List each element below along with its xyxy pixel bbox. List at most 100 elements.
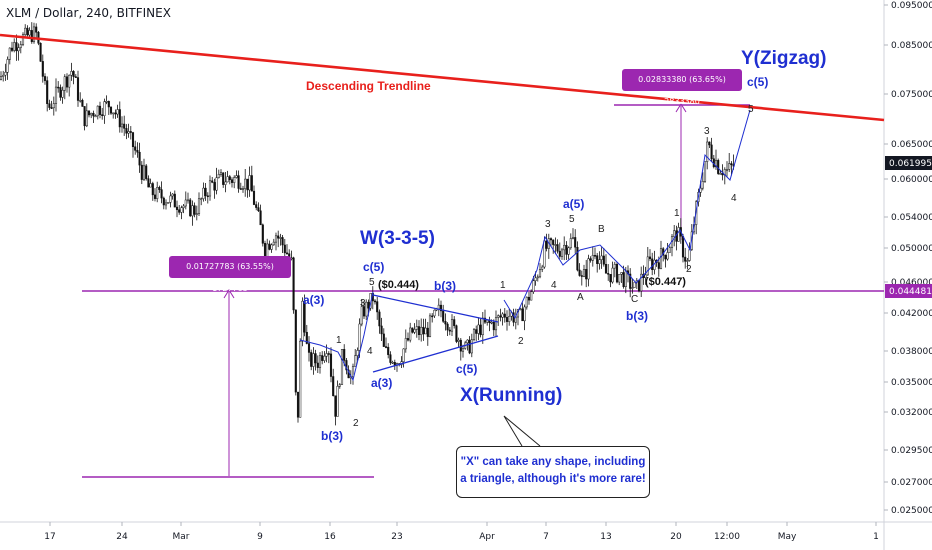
price-tick-label: 0.04600000 (891, 278, 932, 288)
price-tick-label: 0.05000000 (891, 244, 932, 254)
candle (76, 70, 80, 107)
callout-text-line-1: "X" can take any shape, including (460, 456, 646, 468)
candle (382, 328, 385, 347)
candle (530, 289, 533, 301)
big-wave-label: X(Running) (460, 385, 562, 406)
candle (4, 63, 7, 81)
candle (314, 349, 317, 371)
time-tick-label: 23 (391, 532, 402, 542)
candlestick-series[interactable] (0, 22, 735, 426)
candle (477, 317, 480, 341)
wave-sketch-y[interactable] (503, 109, 751, 320)
candle (186, 192, 190, 204)
candle (13, 38, 16, 53)
candle (574, 229, 577, 254)
candle (112, 112, 115, 119)
wave-label-count: 1 (336, 335, 342, 346)
descending-trendline[interactable] (0, 33, 885, 122)
candle (600, 247, 603, 269)
candle (83, 106, 86, 131)
wave-label-count: 5 (369, 277, 375, 288)
candle (145, 164, 148, 181)
candle (195, 205, 198, 221)
candle (424, 318, 427, 335)
time-tick-label: 12:00 (714, 532, 740, 542)
candle (457, 337, 460, 347)
triangle-upper-line[interactable] (372, 294, 499, 323)
wave-label-count: 4 (551, 280, 557, 291)
wave-label-blue: a(3) (303, 293, 324, 307)
candle (651, 252, 654, 276)
candle (444, 313, 447, 331)
big-wave-label: Y(Zigzag) (741, 48, 827, 69)
candle (26, 25, 29, 37)
candle (206, 192, 209, 204)
candle (283, 238, 286, 258)
candle (15, 34, 18, 61)
candle (360, 299, 363, 327)
candle (57, 81, 60, 93)
candle (74, 74, 77, 78)
price-tick-label: 0.03500000 (891, 378, 932, 388)
current-price-label: 0.06199500 (889, 159, 932, 169)
candle (17, 43, 20, 61)
candle (571, 228, 575, 240)
chart-title: XLM / Dollar, 240, BITFINEX (6, 6, 171, 20)
price-tick-label: 0.06000000 (891, 175, 932, 185)
candle (527, 291, 531, 305)
candle (252, 185, 256, 206)
wave-label-count: 5 (569, 214, 575, 225)
candle (587, 254, 590, 287)
candle (158, 185, 161, 193)
candle (622, 265, 625, 289)
candle (607, 264, 610, 281)
candle (578, 263, 581, 277)
price-axis[interactable]: 0.09500000 0.08500000 0.07500000 0.06500000… (884, 1, 932, 516)
candle (32, 22, 36, 44)
price-tick-label: 0.04200000 (891, 309, 932, 319)
candle (334, 395, 337, 426)
candle (237, 170, 240, 193)
candle (299, 338, 302, 418)
measure-right-label[interactable]: 0.02833380 (63.65%) 2833380 (622, 69, 742, 106)
candle (226, 170, 229, 183)
candle (101, 107, 104, 120)
candle (8, 47, 11, 65)
candle (631, 278, 634, 294)
wave-label-blue: b(3) (434, 279, 456, 293)
price-tick-label: 0.03200000 (891, 408, 932, 418)
triangle-lower-line[interactable] (372, 335, 499, 373)
candle (659, 240, 663, 270)
candle (292, 256, 295, 314)
wave-label-count: 1 (674, 208, 680, 219)
candle (228, 174, 231, 185)
candle (312, 347, 315, 375)
x-wave-callout[interactable]: "X" can take any shape, including a tria… (456, 446, 650, 498)
price-tick-label: 0.02500000 (891, 506, 932, 516)
price-tick-label: 0.07500000 (891, 90, 932, 100)
candle (167, 202, 170, 204)
wave-sketch-w[interactable] (299, 291, 374, 382)
wave-label-blue: c(5) (747, 75, 768, 89)
candle (703, 161, 707, 183)
candle (136, 142, 139, 158)
candle (244, 169, 247, 197)
time-tick-label: 1 (873, 532, 879, 542)
time-axis[interactable]: 17 24 Mar 9 16 23 Apr 7 13 20 12:00 May 1 (44, 522, 879, 542)
candle (307, 336, 311, 362)
candle (708, 141, 711, 149)
candle (356, 347, 359, 361)
candle (202, 182, 205, 202)
candle (164, 199, 168, 210)
candle (455, 324, 458, 344)
measure-left-label[interactable]: 0.01727783 (63.55%) 1727783 (169, 256, 291, 293)
candle (173, 190, 176, 208)
candle (178, 205, 181, 215)
candle (376, 296, 379, 320)
wave-labels: W(3-3-5) X(Running) Y(Zigzag) a(3) b(3) c(5) a… (303, 48, 827, 443)
candle (420, 318, 423, 342)
candle (611, 261, 614, 284)
candle (90, 112, 93, 119)
candle (123, 115, 126, 136)
time-tick-label: Apr (479, 532, 495, 542)
